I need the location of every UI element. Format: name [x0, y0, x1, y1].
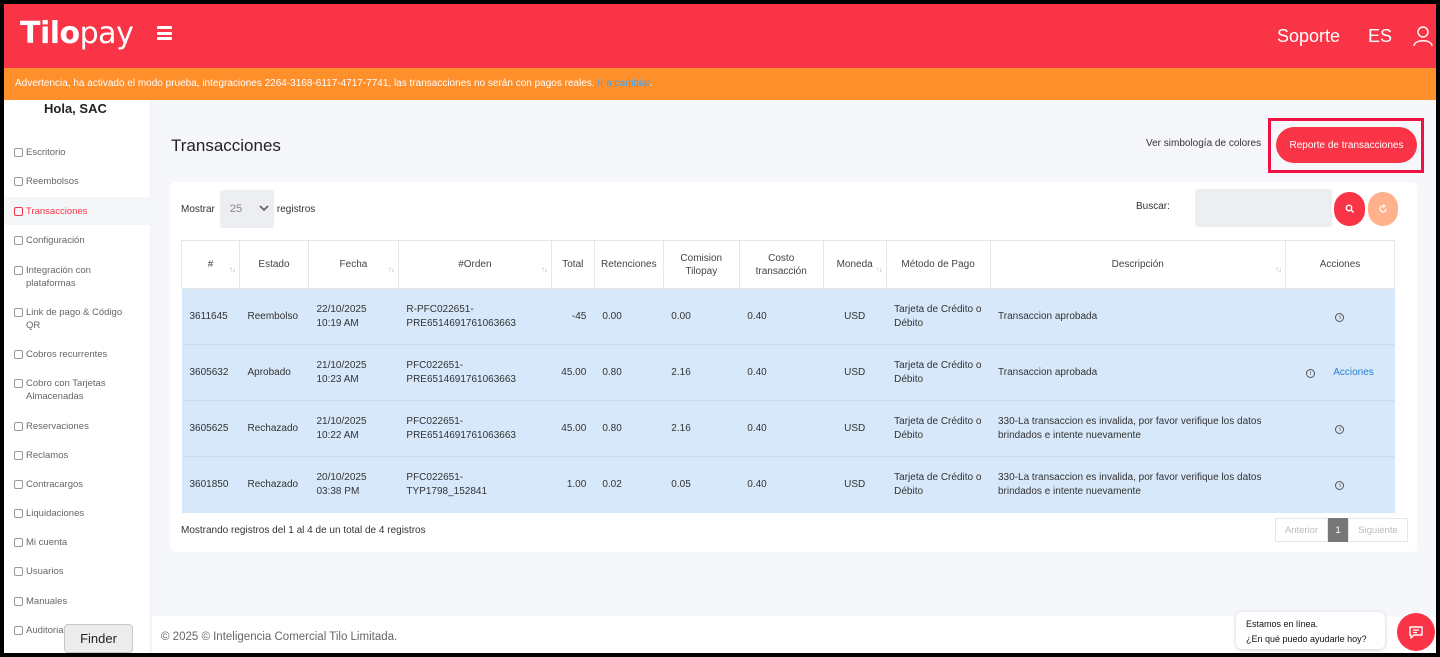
- previous-page-button[interactable]: Anterior: [1275, 518, 1328, 542]
- user-icon[interactable]: [1412, 25, 1434, 47]
- desktop-icon: [14, 148, 23, 157]
- settings-icon: [14, 236, 23, 245]
- chat-greeting-bubble[interactable]: Estamos en línea. ¿En qué puedo ayudarle…: [1236, 612, 1385, 649]
- table-row[interactable]: 3605632 Aprobado 21/10/2025 10:23 AM PFC…: [181, 344, 1395, 401]
- finder-dock-label[interactable]: Finder: [64, 624, 133, 653]
- sidebar-item-reservaciones[interactable]: Reservaciones: [4, 420, 151, 433]
- search-label: Buscar:: [1136, 201, 1170, 212]
- sort-icon: ↑↓: [387, 265, 395, 274]
- column-header-id[interactable]: # ↑↓: [181, 240, 240, 289]
- sidebar-item-contracargos[interactable]: Contracargos: [4, 478, 151, 491]
- language-selector[interactable]: ES: [1367, 25, 1392, 46]
- page-size-select[interactable]: 25: [219, 190, 274, 228]
- sort-icon: ↑↓: [228, 265, 236, 274]
- recurring-icon: [14, 350, 23, 359]
- test-mode-warning: Advertencia, ha activado el modo prueba,…: [4, 68, 1436, 100]
- sidebar-item-usuarios[interactable]: Usuarios: [4, 565, 151, 578]
- table-row[interactable]: 3605625 Rechazado 21/10/2025 10:22 AM PF…: [181, 400, 1395, 457]
- column-header-status[interactable]: Estado: [238, 240, 309, 289]
- wallet-icon: [14, 509, 23, 518]
- sidebar-item-reclamos[interactable]: Reclamos: [4, 449, 151, 462]
- sort-icon: ↑↓: [1274, 265, 1282, 274]
- column-header-order[interactable]: #Orden ↑↓: [397, 240, 552, 289]
- table-row[interactable]: 3601850 Rechazado 20/10/2025 03:38 PM PF…: [181, 456, 1395, 513]
- link-icon: [14, 308, 23, 317]
- chat-button[interactable]: [1397, 613, 1435, 651]
- copyright: © 2025 © Inteligencia Comercial Tilo Lim…: [161, 631, 398, 643]
- audit-icon: [14, 626, 23, 635]
- sidebar-item-integracion[interactable]: Integración con plataformas: [4, 264, 151, 290]
- column-header-retentions[interactable]: Retenciones: [593, 240, 664, 289]
- search-input[interactable]: [1195, 189, 1332, 227]
- footer: [152, 616, 1436, 653]
- sidebar-item-manuales[interactable]: Manuales: [4, 595, 151, 608]
- refresh-icon: [1379, 204, 1387, 213]
- table-row[interactable]: 3611645 Reembolso 22/10/2025 10:19 AM R-…: [181, 288, 1395, 345]
- column-header-date[interactable]: Fecha ↑↓: [307, 240, 399, 289]
- bank-icon: [14, 480, 23, 489]
- records-info: Mostrando registros del 1 al 4 de un tot…: [181, 525, 426, 536]
- info-icon[interactable]: i: [1306, 368, 1316, 378]
- column-header-commission[interactable]: Comision Tilopay: [662, 240, 740, 289]
- sidebar-item-tarjetas-almacenadas[interactable]: Cobro con Tarjetas Almacenadas: [4, 377, 151, 403]
- sidebar-item-link-pago[interactable]: Link de pago & Código QR: [4, 306, 151, 332]
- refund-icon: [14, 177, 23, 186]
- row-actions-link[interactable]: Acciones: [1333, 366, 1374, 378]
- table-header-row: # ↑↓ Estado Fecha ↑↓ #Orden ↑↓ Total Retenc…: [181, 240, 1396, 289]
- page-title: Transacciones: [171, 136, 281, 155]
- support-link[interactable]: Soporte: [1276, 25, 1340, 46]
- sort-icon: ↑↓: [540, 265, 548, 274]
- search-button[interactable]: [1334, 192, 1365, 226]
- top-header: Tilopay Soporte ES: [4, 4, 1436, 68]
- sidebar-item-cobros-recurrentes[interactable]: Cobros recurrentes: [4, 348, 151, 361]
- sort-icon: ↑↓: [875, 265, 883, 274]
- greeting: Hola, SAC: [44, 101, 107, 116]
- sidebar-item-reembolsos[interactable]: Reembolsos: [4, 175, 151, 188]
- transactions-icon: [14, 206, 23, 216]
- sidebar: Hola, SAC Escritorio Reembolsos Transacc…: [4, 100, 151, 653]
- account-icon: [14, 538, 23, 547]
- complaint-icon: [14, 451, 23, 460]
- search-icon: [1345, 204, 1354, 214]
- users-icon: [14, 567, 23, 576]
- sidebar-item-liquidaciones[interactable]: Liquidaciones: [4, 507, 151, 520]
- column-header-payment-method[interactable]: Método de Pago: [885, 240, 991, 289]
- chevron-down-icon: [259, 205, 269, 212]
- column-header-currency[interactable]: Moneda ↑↓: [822, 240, 887, 289]
- sidebar-item-auditoria[interactable]: Auditoria: [4, 624, 151, 637]
- info-icon: [14, 597, 23, 606]
- transactions-report-button[interactable]: Reporte de transacciones: [1276, 127, 1417, 163]
- info-icon[interactable]: i: [1335, 312, 1345, 322]
- info-icon[interactable]: i: [1335, 480, 1345, 490]
- report-button-highlight: [1268, 118, 1424, 173]
- sidebar-item-mi-cuenta[interactable]: Mi cuenta: [4, 536, 151, 549]
- transactions-table: # ↑↓ Estado Fecha ↑↓ #Orden ↑↓ Total Retenc…: [181, 240, 1396, 513]
- header-actions: Soporte ES: [1277, 4, 1436, 68]
- column-header-cost[interactable]: Costo transacción: [738, 240, 824, 289]
- tilopay-logo[interactable]: Tilopay: [20, 16, 134, 51]
- pagination: Anterior 1 Siguiente: [1275, 518, 1408, 542]
- card-stack-icon: [14, 379, 23, 388]
- sidebar-item-transacciones[interactable]: Transacciones: [4, 197, 151, 225]
- next-page-button[interactable]: Siguiente: [1348, 518, 1408, 542]
- color-legend-link[interactable]: Ver simbología de colores: [1146, 138, 1262, 149]
- info-icon[interactable]: i: [1335, 424, 1345, 434]
- chat-icon: [1409, 626, 1423, 639]
- refresh-button[interactable]: [1368, 192, 1398, 226]
- column-header-description[interactable]: Descripción ↑↓: [989, 240, 1286, 289]
- reservation-icon: [14, 422, 23, 431]
- sidebar-item-configuracion[interactable]: Configuración: [4, 234, 151, 247]
- page-size-control: Mostrar 25 registros: [181, 189, 315, 229]
- app-window: Tilopay Soporte ES Advertencia, ha activ…: [4, 4, 1436, 653]
- cart-icon: [14, 266, 23, 275]
- hamburger-icon[interactable]: [157, 26, 172, 40]
- change-mode-link[interactable]: Ir a cambiar: [597, 78, 650, 89]
- sidebar-item-escritorio[interactable]: Escritorio: [4, 146, 151, 159]
- column-header-actions: Acciones: [1284, 240, 1396, 289]
- column-header-total[interactable]: Total: [550, 240, 595, 289]
- page-1-button[interactable]: 1: [1328, 518, 1348, 542]
